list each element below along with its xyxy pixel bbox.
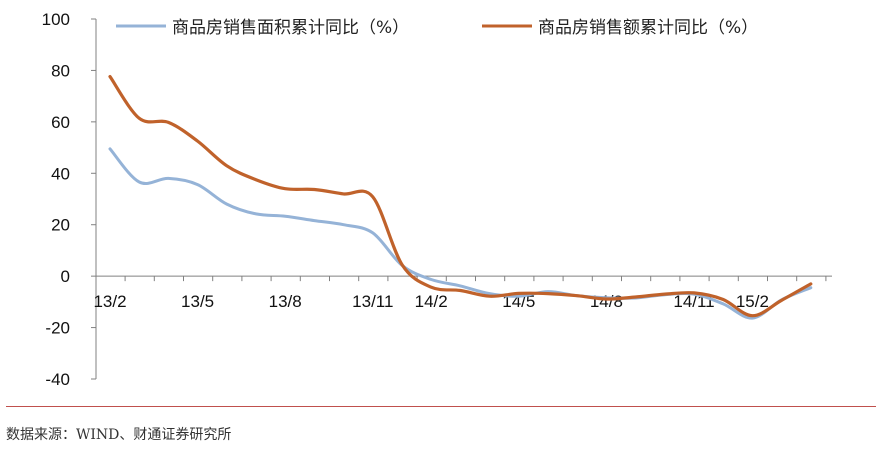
y-tick-label: -40	[45, 370, 70, 389]
y-tick-label: 20	[51, 216, 70, 235]
series-line-sales-amount	[108, 75, 813, 318]
y-tick-label: 40	[51, 164, 70, 183]
legend-label-amount: 商品房销售额累计同比（%）	[538, 18, 758, 38]
legend-label-area: 商品房销售面积累计同比（%）	[172, 18, 409, 38]
source-divider	[6, 406, 876, 407]
source-note: 数据来源：WIND、财通证券研究所	[6, 427, 232, 443]
x-tick-label: 14/2	[415, 292, 448, 311]
x-tick-label: 13/2	[93, 292, 126, 311]
chart-series	[108, 75, 813, 320]
x-tick-label: 15/2	[736, 292, 769, 311]
y-tick-label: 0	[61, 267, 70, 286]
x-tick-label: 13/8	[269, 292, 302, 311]
x-tick-label: 13/5	[181, 292, 214, 311]
chart-axes: 100 80 60 40 20 0 -20 -40 13/2 13/5 13/8 13/11 14/2 1…	[42, 10, 832, 389]
y-tick-label: 80	[51, 61, 70, 80]
x-tick-label: 14/8	[590, 292, 623, 311]
y-tick-label: 100	[42, 10, 70, 29]
y-tick-label: -20	[45, 319, 70, 338]
y-tick-label: 60	[51, 113, 70, 132]
chart-legend: 商品房销售面积累计同比（%） 商品房销售额累计同比（%）	[116, 18, 758, 38]
x-tick-label: 13/11	[352, 292, 393, 311]
